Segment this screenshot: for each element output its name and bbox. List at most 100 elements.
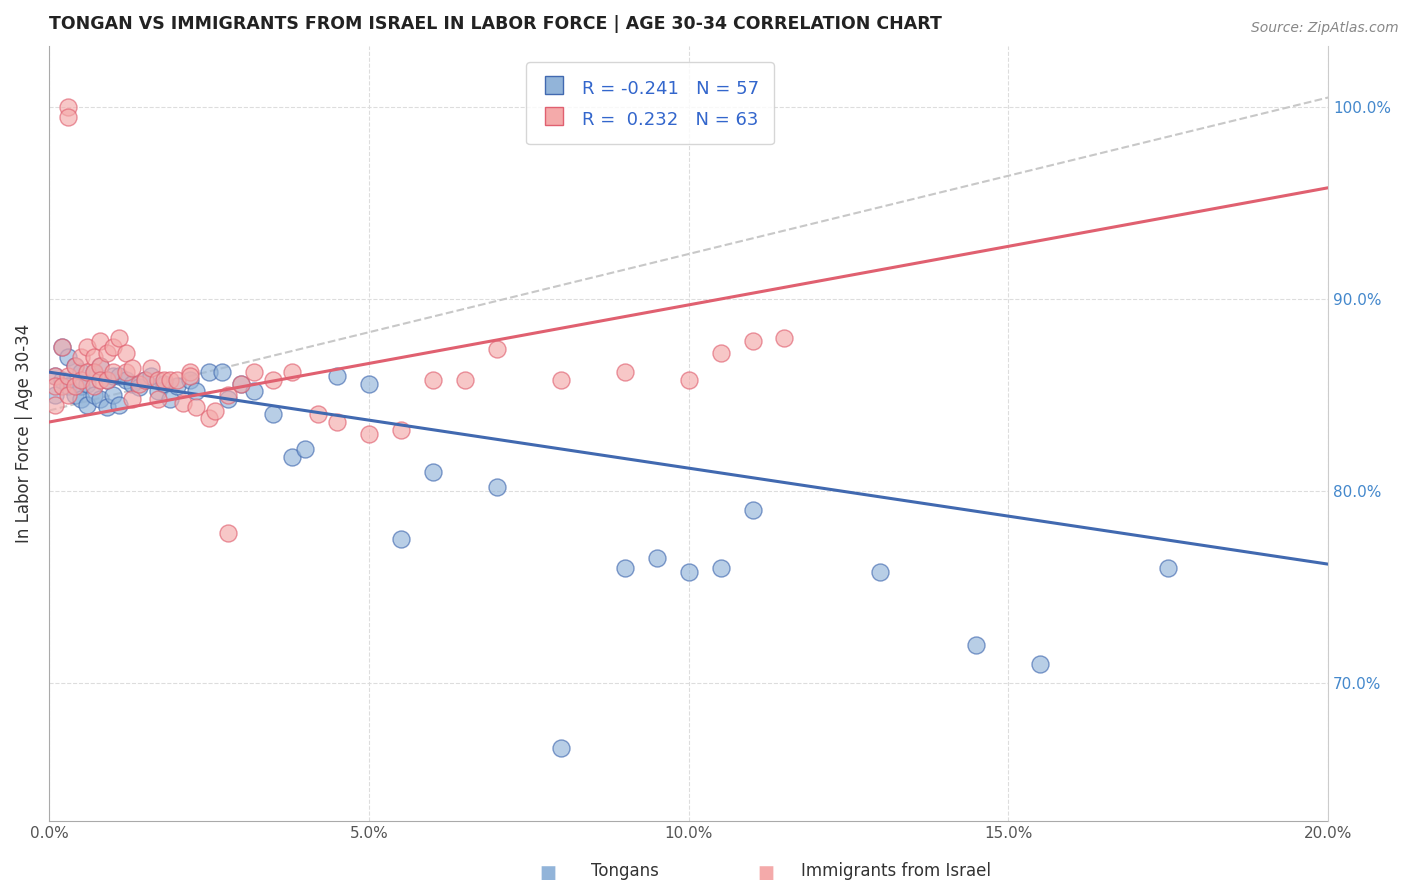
Point bbox=[89, 359, 111, 374]
Point bbox=[44, 378, 66, 392]
Point bbox=[184, 384, 207, 399]
Point bbox=[63, 359, 86, 374]
Point bbox=[83, 365, 105, 379]
Point bbox=[1029, 657, 1052, 671]
Point bbox=[166, 378, 188, 392]
Point bbox=[56, 350, 79, 364]
Point bbox=[965, 638, 987, 652]
Point bbox=[389, 532, 412, 546]
Point bbox=[63, 359, 86, 374]
Point bbox=[89, 359, 111, 374]
Point bbox=[307, 408, 329, 422]
Point bbox=[108, 330, 131, 344]
Point bbox=[422, 373, 444, 387]
Point bbox=[709, 561, 731, 575]
Point bbox=[51, 340, 73, 354]
Point bbox=[242, 365, 264, 379]
Point bbox=[121, 392, 143, 406]
Point bbox=[101, 388, 124, 402]
Point bbox=[89, 334, 111, 349]
Point bbox=[96, 400, 118, 414]
Point bbox=[678, 373, 700, 387]
Point bbox=[96, 346, 118, 360]
Point bbox=[89, 373, 111, 387]
Point bbox=[166, 373, 188, 387]
Point bbox=[70, 373, 93, 387]
Text: TONGAN VS IMMIGRANTS FROM ISRAEL IN LABOR FORCE | AGE 30-34 CORRELATION CHART: TONGAN VS IMMIGRANTS FROM ISRAEL IN LABO… bbox=[49, 15, 942, 33]
Point bbox=[326, 415, 349, 429]
Point bbox=[146, 373, 169, 387]
Point bbox=[773, 330, 796, 344]
Point bbox=[89, 392, 111, 406]
Point bbox=[76, 340, 98, 354]
Point bbox=[51, 340, 73, 354]
Point bbox=[179, 365, 201, 379]
Point bbox=[101, 340, 124, 354]
Point bbox=[153, 373, 176, 387]
Point bbox=[613, 561, 636, 575]
Point bbox=[51, 378, 73, 392]
Point bbox=[229, 376, 252, 391]
Point bbox=[63, 388, 86, 402]
Point bbox=[134, 373, 156, 387]
Legend: R = -0.241   N = 57, R =  0.232   N = 63: R = -0.241 N = 57, R = 0.232 N = 63 bbox=[526, 62, 773, 145]
Point bbox=[56, 368, 79, 383]
Y-axis label: In Labor Force | Age 30-34: In Labor Force | Age 30-34 bbox=[15, 324, 32, 543]
Point bbox=[159, 373, 181, 387]
Point bbox=[83, 388, 105, 402]
Point bbox=[44, 368, 66, 383]
Text: ■: ■ bbox=[758, 863, 775, 881]
Point bbox=[114, 373, 136, 387]
Point bbox=[70, 350, 93, 364]
Point bbox=[44, 398, 66, 412]
Point bbox=[741, 503, 763, 517]
Point bbox=[70, 365, 93, 379]
Point bbox=[128, 380, 150, 394]
Point bbox=[326, 368, 349, 383]
Point bbox=[134, 373, 156, 387]
Point bbox=[454, 373, 477, 387]
Point bbox=[217, 526, 239, 541]
Point bbox=[550, 373, 572, 387]
Point bbox=[114, 365, 136, 379]
Point bbox=[678, 565, 700, 579]
Point bbox=[211, 365, 233, 379]
Point bbox=[96, 373, 118, 387]
Point bbox=[229, 376, 252, 391]
Point bbox=[101, 365, 124, 379]
Point bbox=[128, 376, 150, 391]
Point bbox=[121, 361, 143, 376]
Point bbox=[96, 373, 118, 387]
Point bbox=[70, 378, 93, 392]
Point bbox=[204, 403, 226, 417]
Point bbox=[108, 398, 131, 412]
Point bbox=[56, 110, 79, 124]
Point bbox=[217, 388, 239, 402]
Point bbox=[141, 368, 163, 383]
Point bbox=[101, 368, 124, 383]
Text: Immigrants from Israel: Immigrants from Israel bbox=[801, 862, 991, 880]
Point bbox=[869, 565, 891, 579]
Point bbox=[153, 376, 176, 391]
Text: Tongans: Tongans bbox=[591, 862, 658, 880]
Point bbox=[121, 376, 143, 391]
Point bbox=[70, 392, 93, 406]
Point bbox=[485, 342, 508, 356]
Point bbox=[56, 100, 79, 114]
Point bbox=[262, 408, 284, 422]
Point bbox=[184, 400, 207, 414]
Point bbox=[44, 388, 66, 402]
Point bbox=[741, 334, 763, 349]
Text: ■: ■ bbox=[540, 863, 557, 881]
Point bbox=[217, 392, 239, 406]
Point bbox=[83, 350, 105, 364]
Point bbox=[108, 368, 131, 383]
Point bbox=[56, 378, 79, 392]
Point bbox=[613, 365, 636, 379]
Point bbox=[198, 411, 221, 425]
Point bbox=[645, 551, 668, 566]
Point bbox=[357, 376, 380, 391]
Point bbox=[198, 365, 221, 379]
Point bbox=[83, 365, 105, 379]
Point bbox=[114, 346, 136, 360]
